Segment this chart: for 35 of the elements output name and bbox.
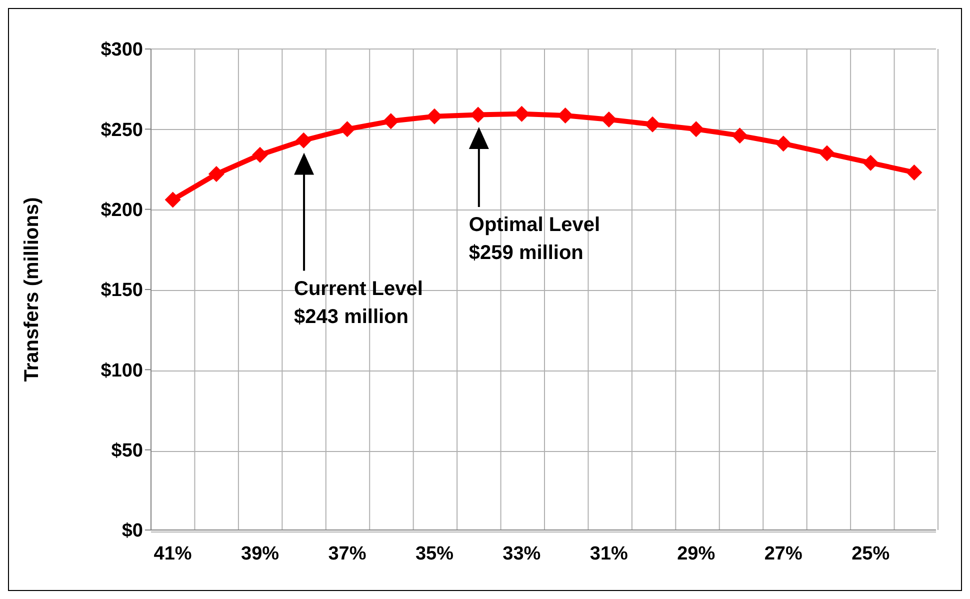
point bbox=[296, 132, 312, 148]
point bbox=[906, 164, 922, 180]
point bbox=[382, 113, 399, 130]
point bbox=[732, 128, 748, 144]
y-tick-label: $150 bbox=[100, 280, 143, 302]
x-tick-label: 25% bbox=[852, 543, 890, 564]
point bbox=[600, 112, 617, 128]
point bbox=[426, 108, 442, 124]
point bbox=[557, 108, 574, 124]
annotation: Optimal Level $259 million bbox=[468, 214, 600, 264]
point bbox=[252, 146, 268, 163]
point bbox=[644, 116, 661, 132]
y-tick-label: $250 bbox=[100, 120, 143, 141]
x-tick-label: 39% bbox=[241, 543, 280, 564]
point bbox=[208, 166, 224, 182]
point bbox=[164, 192, 181, 208]
y-tick-label: $300 bbox=[100, 40, 143, 61]
y-tick-label: $200 bbox=[100, 200, 143, 222]
point bbox=[339, 121, 356, 138]
annotation: Current Level $243 million bbox=[294, 278, 423, 328]
y-tick-label: $50 bbox=[111, 440, 143, 462]
x-tick-label: 37% bbox=[328, 543, 366, 564]
x-tick-label: 33% bbox=[502, 543, 541, 564]
x-tick-label: 31% bbox=[590, 543, 628, 564]
x-tick-label: 29% bbox=[677, 543, 716, 564]
x-tick-label: 27% bbox=[764, 543, 802, 564]
y-tick-label: $100 bbox=[100, 360, 143, 382]
y-tick-label: $0 bbox=[122, 520, 143, 542]
point bbox=[688, 121, 704, 138]
y-axis-title: Transfers (millions) bbox=[21, 197, 44, 382]
point bbox=[775, 136, 792, 152]
point bbox=[818, 145, 835, 162]
point bbox=[862, 154, 879, 171]
x-tick-label: 41% bbox=[154, 543, 192, 564]
x-tick-label: 35% bbox=[415, 543, 454, 564]
